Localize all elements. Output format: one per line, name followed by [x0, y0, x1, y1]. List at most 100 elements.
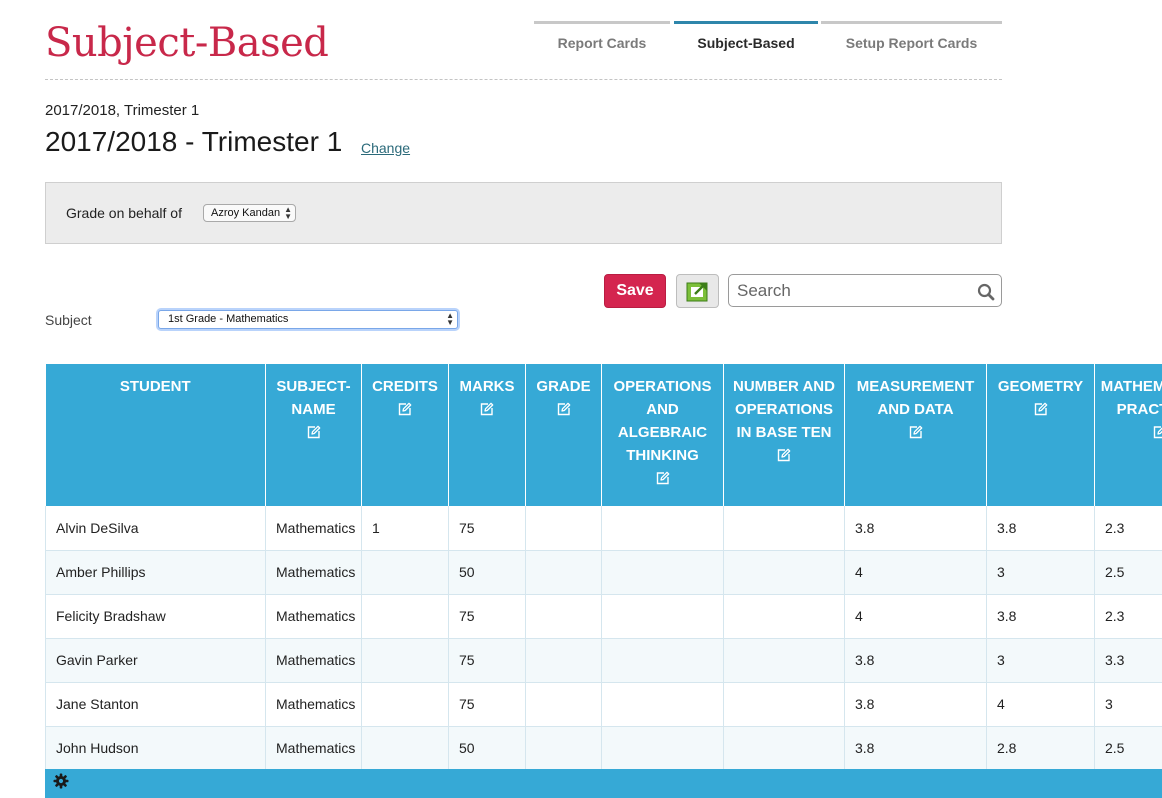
- cell-marks[interactable]: 75: [448, 594, 526, 639]
- cell-grade[interactable]: [525, 726, 602, 771]
- cell-marks[interactable]: 50: [448, 726, 526, 771]
- cell-credits[interactable]: [361, 550, 449, 595]
- cell-geometry[interactable]: 2.8: [986, 726, 1095, 771]
- subject-select-value: 1st Grade - Mathematics: [168, 313, 289, 325]
- cell-marks[interactable]: 75: [448, 638, 526, 683]
- cell-student: Jane Stanton: [45, 682, 266, 727]
- term-subtitle: 2017/2018, Trimester 1: [45, 102, 200, 119]
- grade-on-behalf-label: Grade on behalf of: [66, 205, 182, 221]
- table-row: Gavin Parker Mathematics 75 3.8 3 3.3: [45, 638, 1162, 683]
- term-heading: 2017/2018 - Trimester 1: [45, 126, 343, 157]
- column-header-label: GEOMETRY: [997, 378, 1084, 395]
- cell-grade[interactable]: [525, 550, 602, 595]
- save-button[interactable]: Save: [604, 274, 666, 308]
- edit-icon[interactable]: [557, 402, 571, 416]
- cell-grade[interactable]: [525, 682, 602, 727]
- cell-number-and-operations-in-base-ten[interactable]: [723, 550, 845, 595]
- cell-operations-and-algebraic-thinking[interactable]: [601, 638, 724, 683]
- cell-measurement-and-data[interactable]: 4: [844, 550, 987, 595]
- select-arrows-icon: ▲ ▼: [446, 311, 454, 327]
- cell-subject-name[interactable]: Mathematics: [265, 682, 362, 727]
- cell-subject-name[interactable]: Mathematics: [265, 726, 362, 771]
- edit-icon[interactable]: [1153, 425, 1162, 439]
- search-icon[interactable]: [977, 283, 995, 301]
- cell-geometry[interactable]: 3.8: [986, 506, 1095, 551]
- column-header-label: MEASUREMENT AND DATA: [856, 378, 975, 418]
- cell-credits[interactable]: [361, 638, 449, 683]
- column-header-subject-name: SUBJECT-NAME: [265, 364, 362, 506]
- tab-report-cards[interactable]: Report Cards: [534, 21, 670, 61]
- cell-mathematical-practices[interactable]: 2.5: [1094, 550, 1162, 595]
- column-header-number-and-operations-in-base-ten: NUMBER AND OPERATIONS IN BASE TEN: [723, 364, 845, 506]
- cell-grade[interactable]: [525, 594, 602, 639]
- cell-mathematical-practices[interactable]: 2.5: [1094, 726, 1162, 771]
- tab-setup-report-cards[interactable]: Setup Report Cards: [821, 21, 1002, 61]
- column-header-operations-and-algebraic-thinking: OPERATIONS AND ALGEBRAIC THINKING: [601, 364, 724, 506]
- cell-marks[interactable]: 50: [448, 550, 526, 595]
- cell-operations-and-algebraic-thinking[interactable]: [601, 682, 724, 727]
- cell-subject-name[interactable]: Mathematics: [265, 594, 362, 639]
- cell-mathematical-practices[interactable]: 2.3: [1094, 506, 1162, 551]
- cell-subject-name[interactable]: Mathematics: [265, 506, 362, 551]
- edit-icon[interactable]: [398, 402, 412, 416]
- cell-number-and-operations-in-base-ten[interactable]: [723, 638, 845, 683]
- column-header-student: STUDENT: [45, 364, 266, 506]
- grades-table: STUDENT SUBJECT-NAME CREDITS MARKS GRADE OPER…: [45, 364, 1162, 771]
- cell-number-and-operations-in-base-ten[interactable]: [723, 506, 845, 551]
- export-button[interactable]: [676, 274, 719, 308]
- cell-geometry[interactable]: 3: [986, 550, 1095, 595]
- cell-grade[interactable]: [525, 506, 602, 551]
- cell-operations-and-algebraic-thinking[interactable]: [601, 726, 724, 771]
- edit-icon[interactable]: [1034, 402, 1048, 416]
- cell-operations-and-algebraic-thinking[interactable]: [601, 506, 724, 551]
- cell-marks[interactable]: 75: [448, 506, 526, 551]
- cell-geometry[interactable]: 3: [986, 638, 1095, 683]
- table-row: Felicity Bradshaw Mathematics 75 4 3.8 2.3: [45, 594, 1162, 639]
- cell-credits[interactable]: 1: [361, 506, 449, 551]
- cell-credits[interactable]: [361, 726, 449, 771]
- cell-measurement-and-data[interactable]: 3.8: [844, 638, 987, 683]
- cell-credits[interactable]: [361, 682, 449, 727]
- grid-settings-button[interactable]: [53, 773, 69, 794]
- cell-measurement-and-data[interactable]: 3.8: [844, 726, 987, 771]
- cell-mathematical-practices[interactable]: 3.3: [1094, 638, 1162, 683]
- edit-icon[interactable]: [777, 448, 791, 462]
- cell-student: John Hudson: [45, 726, 266, 771]
- grid-footer: [45, 769, 1162, 798]
- cell-operations-and-algebraic-thinking[interactable]: [601, 594, 724, 639]
- cell-number-and-operations-in-base-ten[interactable]: [723, 682, 845, 727]
- cell-marks[interactable]: 75: [448, 682, 526, 727]
- column-header-mathematical-practices: MATHEMATICAL PRACTICES: [1094, 364, 1162, 506]
- cell-credits[interactable]: [361, 594, 449, 639]
- cell-mathematical-practices[interactable]: 3: [1094, 682, 1162, 727]
- export-icon: [686, 282, 707, 302]
- cell-measurement-and-data[interactable]: 3.8: [844, 682, 987, 727]
- column-header-measurement-and-data: MEASUREMENT AND DATA: [844, 364, 987, 506]
- cell-operations-and-algebraic-thinking[interactable]: [601, 550, 724, 595]
- teacher-select[interactable]: Azroy Kandan ▲ ▼: [203, 204, 296, 222]
- edit-icon[interactable]: [909, 425, 923, 439]
- cell-subject-name[interactable]: Mathematics: [265, 638, 362, 683]
- cell-geometry[interactable]: 3.8: [986, 594, 1095, 639]
- cell-grade[interactable]: [525, 638, 602, 683]
- cell-measurement-and-data[interactable]: 3.8: [844, 506, 987, 551]
- cell-number-and-operations-in-base-ten[interactable]: [723, 726, 845, 771]
- cell-geometry[interactable]: 4: [986, 682, 1095, 727]
- edit-icon[interactable]: [307, 425, 321, 439]
- cell-number-and-operations-in-base-ten[interactable]: [723, 594, 845, 639]
- edit-icon[interactable]: [480, 402, 494, 416]
- cell-student: Amber Phillips: [45, 550, 266, 595]
- edit-icon[interactable]: [656, 471, 670, 485]
- column-header-label: MATHEMATICAL PRACTICES: [1100, 378, 1162, 418]
- gear-icon: [53, 773, 69, 789]
- change-term-link[interactable]: Change: [361, 140, 411, 156]
- search-input[interactable]: [735, 279, 973, 303]
- cell-measurement-and-data[interactable]: 4: [844, 594, 987, 639]
- cell-subject-name[interactable]: Mathematics: [265, 550, 362, 595]
- table-row: John Hudson Mathematics 50 3.8 2.8 2.5: [45, 726, 1162, 771]
- tab-subject-based[interactable]: Subject-Based: [674, 21, 818, 61]
- column-header-credits: CREDITS: [361, 364, 449, 506]
- subject-select[interactable]: 1st Grade - Mathematics ▲ ▼: [158, 310, 458, 329]
- cell-mathematical-practices[interactable]: 2.3: [1094, 594, 1162, 639]
- column-header-label: MARKS: [459, 378, 515, 395]
